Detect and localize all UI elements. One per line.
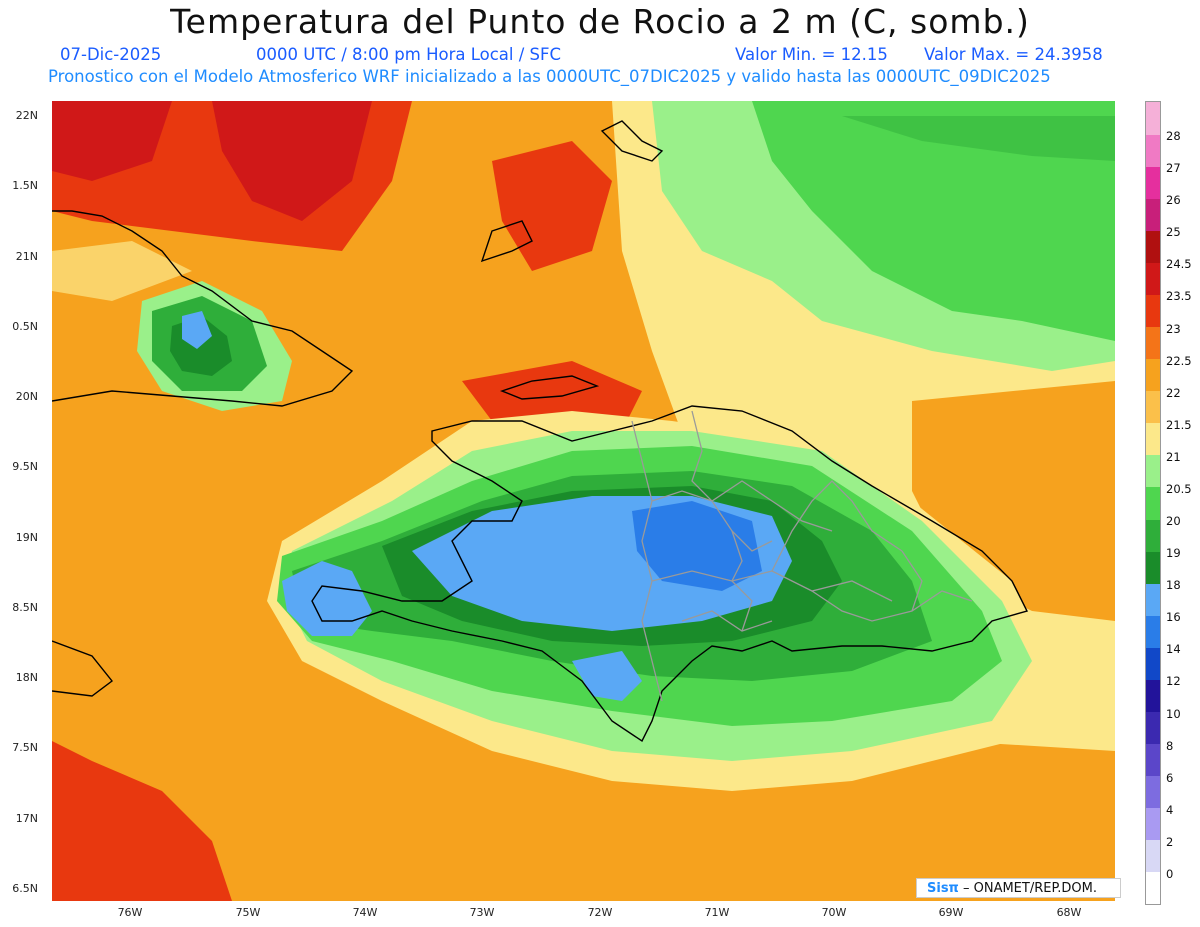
field-blue-south [572, 651, 642, 701]
legend-label: 21.5 [1166, 417, 1192, 432]
x-label-72w: 72W [587, 906, 613, 919]
legend-swatch [1146, 326, 1160, 360]
legend-swatch [1146, 230, 1160, 263]
legend-swatch [1146, 454, 1160, 488]
legend-swatch [1146, 166, 1160, 199]
y-label-18-5n: 8.5N [12, 601, 38, 614]
legend-swatch [1146, 422, 1160, 456]
legend-label: 14 [1166, 642, 1181, 657]
legend-swatch [1146, 615, 1160, 648]
legend-swatch [1146, 262, 1160, 295]
y-label-17-5n: 7.5N [12, 741, 38, 754]
x-label-69w: 69W [938, 906, 964, 919]
legend-swatch [1146, 775, 1160, 809]
credit-text: – ONAMET/REP.DOM. [962, 881, 1098, 896]
legend-label: 28 [1166, 129, 1181, 144]
legend-label: 12 [1166, 674, 1181, 689]
field-darkred-nw2 [52, 101, 172, 181]
legend-swatch [1146, 102, 1160, 135]
legend-label: 10 [1166, 706, 1181, 721]
field-blue-west [282, 561, 372, 636]
y-label-20-5n: 0.5N [12, 320, 38, 333]
legend-swatch [1146, 390, 1160, 424]
y-label-22n: 22N [15, 109, 38, 122]
legend-label: 2 [1166, 834, 1174, 849]
legend-label: 22.5 [1166, 353, 1192, 368]
forecast-time: 0000 UTC / 8:00 pm Hora Local / SFC [256, 45, 562, 64]
legend-label: 0 [1166, 866, 1174, 881]
legend-label: 20 [1166, 514, 1181, 529]
field-yellow-cuba [52, 241, 192, 301]
legend-swatch [1146, 743, 1160, 777]
legend-swatch [1146, 486, 1160, 520]
map-title: Temperatura del Punto de Rocio a 2 m (C,… [170, 2, 1030, 41]
field-red-sw [52, 741, 232, 901]
y-label-19n: 19N [15, 531, 38, 544]
legend-label: 18 [1166, 578, 1181, 593]
field-red-north [492, 141, 612, 271]
legend-label: 25 [1166, 225, 1181, 240]
x-label-68w: 68W [1056, 906, 1082, 919]
field-green-ne-core [842, 116, 1115, 161]
y-label-19-5n: 9.5N [12, 460, 38, 473]
y-label-20n: 20N [15, 390, 38, 403]
legend-swatch [1146, 294, 1160, 328]
min-value: Valor Min. = 12.15 [735, 45, 888, 64]
legend-label: 27 [1166, 161, 1181, 176]
x-label-73w: 73W [469, 906, 495, 919]
field-green-ne [752, 101, 1115, 341]
legend-colorbar [1145, 101, 1161, 905]
x-label-70w: 70W [821, 906, 847, 919]
legend-swatch [1146, 519, 1160, 552]
y-label-21-5n: 1.5N [12, 179, 38, 192]
legend-swatch [1146, 198, 1160, 231]
legend-label: 24.5 [1166, 257, 1192, 272]
legend-label: 23 [1166, 321, 1181, 336]
legend-label: 26 [1166, 193, 1181, 208]
legend-label: 20.5 [1166, 481, 1192, 496]
legend-swatch [1146, 551, 1160, 584]
forecast-date: 07-Dic-2025 [60, 45, 162, 64]
legend-label: 21 [1166, 449, 1181, 464]
y-label-16-5n: 6.5N [12, 882, 38, 895]
legend-swatch [1146, 583, 1160, 616]
legend-label: 6 [1166, 770, 1174, 785]
legend-swatch [1146, 134, 1160, 167]
legend-swatch [1146, 711, 1160, 745]
sispi-logo: Sisπ [927, 881, 959, 896]
map-canvas [52, 101, 1115, 901]
field-blue-cuba [182, 311, 212, 349]
legend-swatch [1146, 679, 1160, 713]
legend-swatch [1146, 839, 1160, 873]
y-label-18n: 18N [15, 671, 38, 684]
coastlines [52, 120, 1029, 743]
field-darkblue-island [632, 501, 762, 591]
x-label-75w: 75W [235, 906, 261, 919]
legend-swatch [1146, 647, 1160, 680]
legend-label: 19 [1166, 546, 1181, 561]
legend-label: 4 [1166, 802, 1174, 817]
legend-label: 22 [1166, 385, 1181, 400]
legend-label: 16 [1166, 610, 1181, 625]
field-darkred-nw [212, 101, 372, 221]
y-label-21n: 21N [15, 250, 38, 263]
credit-box: Sisπ – ONAMET/REP.DOM. [916, 878, 1121, 898]
max-value: Valor Max. = 24.3958 [924, 45, 1103, 64]
x-label-76w: 76W [117, 906, 143, 919]
forecast-subtitle: Pronostico con el Modelo Atmosferico WRF… [48, 67, 1051, 86]
legend-swatch [1146, 807, 1160, 841]
legend-swatch [1146, 358, 1160, 392]
legend-label: 23.5 [1166, 289, 1192, 304]
dew-point-field [52, 101, 1115, 901]
legend-swatch [1146, 871, 1160, 905]
y-label-17n: 17N [15, 812, 38, 825]
legend-label: 8 [1166, 738, 1174, 753]
province-borders [631, 410, 973, 702]
x-label-74w: 74W [352, 906, 378, 919]
x-label-71w: 71W [704, 906, 730, 919]
